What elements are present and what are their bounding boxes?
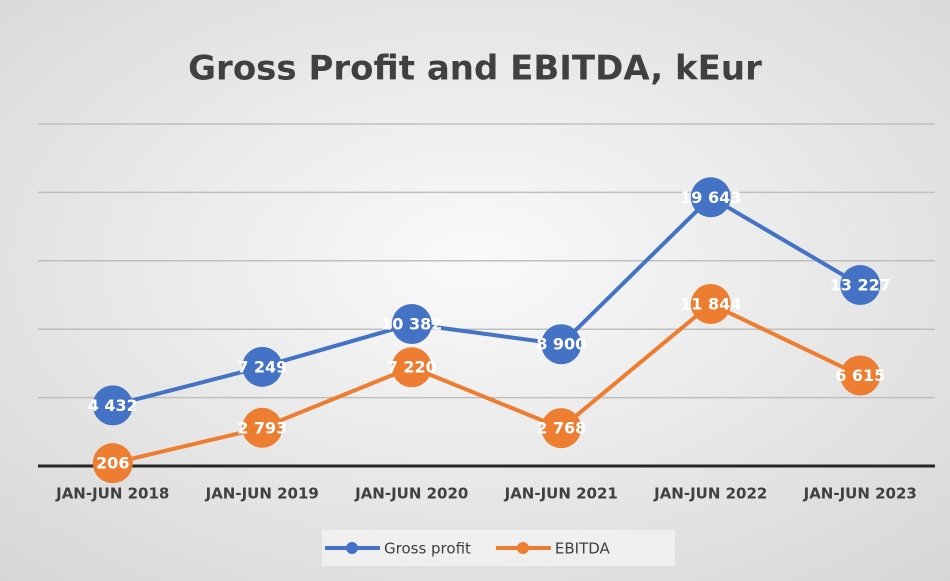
- marker: [242, 407, 283, 448]
- legend-marker: [516, 542, 529, 554]
- data-label: 206: [96, 454, 129, 473]
- marker: [840, 355, 881, 396]
- marker: [541, 408, 582, 449]
- marker: [690, 177, 731, 218]
- x-tick-label: JAN-JUN 2023: [803, 485, 917, 503]
- data-label: 7 220: [387, 358, 437, 377]
- marker: [541, 324, 582, 365]
- data-label: 13 227: [830, 276, 891, 295]
- data-label: 2 793: [237, 418, 287, 437]
- marker: [391, 347, 432, 388]
- data-label: 4 432: [88, 396, 138, 415]
- marker: [242, 346, 283, 387]
- x-tick-label: JAN-JUN 2019: [205, 485, 319, 503]
- marker: [92, 385, 133, 426]
- data-label: 8 900: [536, 335, 586, 354]
- legend-label: Gross profit: [384, 540, 471, 558]
- legend-label: EBITDA: [555, 540, 611, 558]
- x-tick-label: JAN-JUN 2020: [354, 485, 468, 503]
- marker: [391, 303, 432, 344]
- data-label: 2 768: [536, 419, 586, 438]
- data-label: 10 382: [381, 314, 442, 333]
- data-label: 6 615: [835, 366, 885, 385]
- marker: [92, 443, 133, 484]
- data-label: 11 844: [680, 294, 741, 313]
- data-label: 19 643: [680, 188, 741, 207]
- marker: [840, 265, 881, 306]
- x-tick-label: JAN-JUN 2021: [504, 485, 618, 503]
- marker: [690, 283, 731, 324]
- series-line: [112, 301, 862, 466]
- x-tick-label: JAN-JUN 2018: [55, 485, 169, 503]
- data-label: 7 249: [237, 357, 287, 376]
- legend-marker: [346, 542, 358, 554]
- x-tick-label: JAN-JUN 2022: [653, 485, 767, 503]
- chart-title: Gross Profit and EBITDA, kEur: [188, 49, 762, 89]
- series-line: [112, 194, 862, 408]
